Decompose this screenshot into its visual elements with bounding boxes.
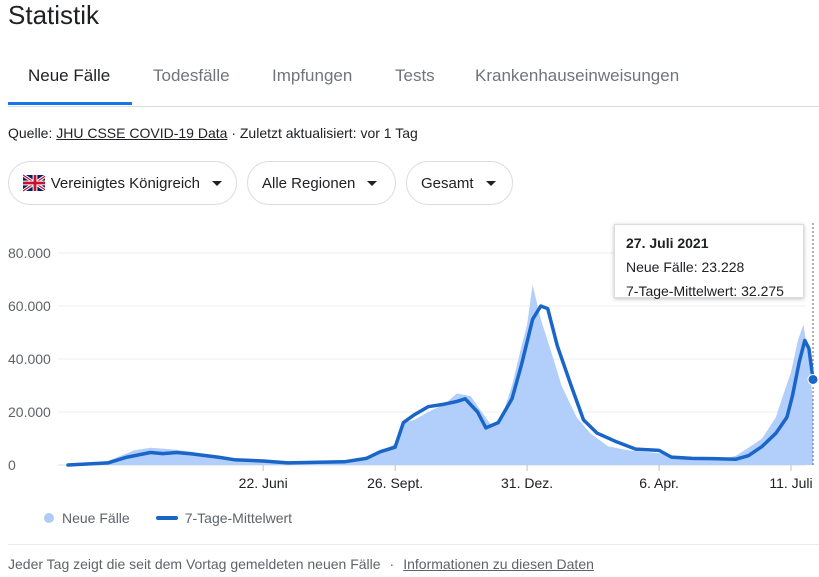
footer-separator: · [389,556,395,572]
tab-tests[interactable]: Tests [395,66,435,85]
hover-point [807,373,819,385]
footer-text: Jeder Tag zeigt die seit dem Vortag geme… [8,556,381,572]
new-cases-bars [68,284,813,465]
region-label: Alle Regionen [262,174,356,192]
tooltip-new-cases: Neue Fälle: 23.228 [626,259,745,275]
cases-chart[interactable]: 80.000 60.000 40.000 20.000 0 22. Juni 26. Sep… [0,215,819,500]
active-tab-indicator [8,102,132,105]
scope-label: Gesamt [421,174,474,192]
tab-neue-faelle[interactable]: Neue Fälle [28,66,111,85]
country-dropdown[interactable]: Vereinigtes Königreich [8,161,237,205]
legend-line-swatch [155,516,178,520]
chart-tooltip: 27. Juli 2021 Neue Fälle: 23.228 7-Tage-… [614,224,804,299]
chevron-down-icon [212,180,222,186]
tooltip-date: 27. Juli 2021 [626,235,709,251]
source-link[interactable]: JHU CSSE COVID-19 Data [56,125,228,141]
x-tick-label: 6. Apr. [639,475,679,491]
uk-flag-icon [23,172,45,194]
footer: Jeder Tag zeigt die seit dem Vortag geme… [8,556,594,572]
chevron-down-icon [485,180,496,186]
legend-bars-swatch [44,513,54,523]
tab-bar: Neue Fälle Todesfälle Impfungen Tests Kr… [8,50,819,107]
scope-dropdown[interactable]: Gesamt [406,161,513,205]
x-tick-label: 26. Sept. [367,475,423,491]
tab-todesfaelle[interactable]: Todesfälle [153,66,230,85]
y-tick-label: 20.000 [8,404,51,420]
tab-krankenhauseinweisungen[interactable]: Krankenhauseinweisungen [475,66,680,85]
chart-legend: Neue Fälle 7-Tage-Mittelwert [44,510,292,526]
footer-divider [8,544,819,545]
y-tick-label: 80.000 [8,245,51,261]
x-tick-label: 31. Dez. [501,475,553,491]
region-dropdown[interactable]: Alle Regionen [247,161,396,205]
y-tick-label: 0 [8,457,16,473]
page-title: Statistik [8,0,100,30]
legend-bars-label: Neue Fälle [62,510,130,526]
legend-line-label: 7-Tage-Mittelwert [184,510,293,526]
country-label: Vereinigtes Königreich [50,174,200,192]
x-tick-label: 22. Juni [239,475,288,491]
y-tick-label: 60.000 [8,298,51,314]
source-prefix: Quelle: [8,125,53,141]
seven-day-average-line [66,304,815,467]
last-updated: · Zuletzt aktualisiert: vor 1 Tag [231,125,418,141]
y-tick-label: 40.000 [8,351,51,367]
data-info-link[interactable]: Informationen zu diesen Daten [403,556,594,572]
tooltip-average: 7-Tage-Mittelwert: 32.275 [626,283,784,299]
x-tick-label: 11. Juli [769,475,812,491]
tab-impfungen[interactable]: Impfungen [272,66,353,85]
source-line: Quelle: JHU CSSE COVID-19 Data · Zuletzt… [8,125,418,141]
chevron-down-icon [367,180,378,186]
